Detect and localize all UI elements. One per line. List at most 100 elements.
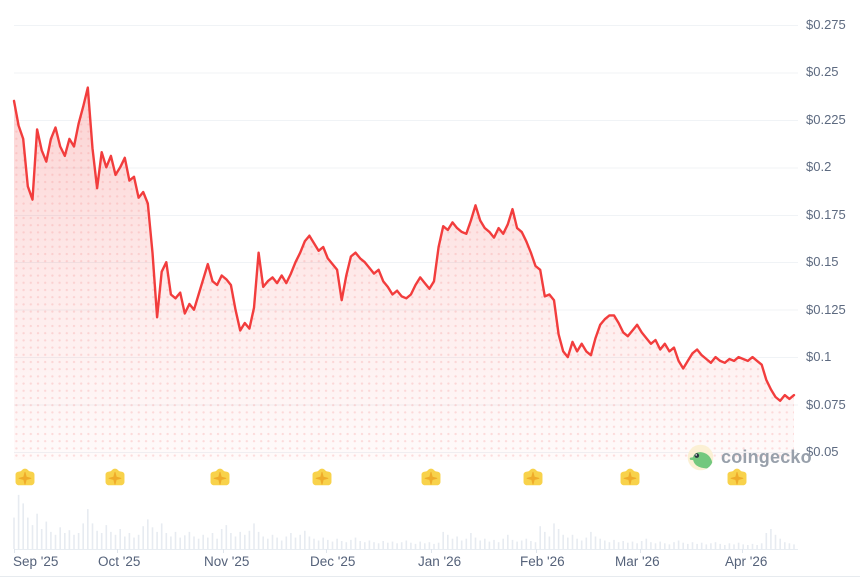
volume-bar [433,543,435,549]
volume-bar [654,543,657,549]
volume-bar [544,531,546,549]
volume-bar [562,534,564,550]
volume-bar [151,527,154,549]
volume-bar [428,542,431,549]
volume-bar [631,541,634,549]
volume-bar [368,540,371,549]
event-badge[interactable] [210,468,230,486]
volume-bar [659,541,661,549]
volume-bar [756,545,758,549]
volume-bar [774,534,777,550]
volume-bar [308,536,311,549]
volume-bar [668,544,671,549]
volume-bar [451,538,454,549]
volume-bar [354,537,357,549]
volume-bar [147,519,149,549]
event-badge[interactable] [523,468,543,486]
volume-bar [160,523,163,550]
volume-bar [410,542,412,549]
event-badge[interactable] [727,468,747,486]
volume-bar [557,529,560,549]
sparkle-star-icon [730,471,744,485]
volume-bar [262,536,264,549]
volume-bar [456,536,458,549]
volume-bar [234,536,237,549]
y-axis-label: $0.225 [806,111,846,127]
volume-bar [179,537,181,549]
volume-bar [673,542,675,549]
volume-bar [627,542,629,549]
volume-bar [299,534,301,550]
event-badge[interactable] [312,468,332,486]
volume-bar [553,523,555,550]
volume-bar [567,537,569,549]
x-axis-label: Sep '25 [13,554,59,569]
volume-bar [604,540,606,549]
volume-bar [50,531,52,549]
volume-bar [502,538,504,549]
volume-bar [770,529,772,549]
volume-bar [784,542,786,549]
coingecko-wordmark: coingecko [721,447,812,467]
volume-bar [640,541,643,549]
sparkle-star-icon [18,471,32,485]
x-axis-label: Mar '26 [615,554,660,569]
volume-bar [530,541,532,549]
volume-bar [165,533,168,549]
volume-bar [788,543,791,549]
volume-bar [382,541,384,549]
volume-bar [645,538,648,549]
event-badge[interactable] [105,468,125,486]
y-axis-label: $0.25 [806,64,839,80]
volume-bar [714,542,717,549]
volume-bar [267,538,269,549]
volume-bar [728,543,731,549]
volume-bar [387,542,389,549]
volume-bar [516,541,518,549]
event-badge[interactable] [421,468,441,486]
volume-bar [345,542,348,549]
event-badge[interactable] [15,468,35,486]
volume-bar [437,542,440,549]
volume-bar [336,538,338,549]
volume-bar [511,539,514,549]
volume-bar [747,545,749,549]
volume-bar [650,542,652,549]
volume-bar [373,542,375,549]
volume-bar [73,534,75,550]
volume-bar [91,523,94,550]
volume-bar [197,538,200,549]
volume-bar [22,503,24,549]
y-axis-label: $0.125 [806,301,846,317]
volume-bar [100,533,103,549]
volume-bar [137,534,140,550]
volume-bar [96,530,98,549]
volume-bar [576,538,578,549]
volume-bar [54,534,57,550]
volume-bars [13,494,795,550]
volume-bar [548,536,551,549]
price-line-series [12,86,796,402]
volume-bar [253,523,255,550]
x-axis-label: Feb '26 [520,554,565,569]
volume-bar [68,530,71,549]
volume-bar [525,538,528,549]
volume-bar [128,533,131,549]
volume-bar [724,545,726,549]
volume-bar [105,525,108,549]
volume-bar [733,544,735,549]
volume-bar [59,527,61,549]
volume-bar [13,517,15,549]
volume-bar [45,521,48,549]
y-axis-label: $0.175 [806,206,846,222]
volume-bar [474,537,477,549]
volume-bar [507,534,509,550]
volume-bar [442,531,444,549]
volume-bar [340,541,343,549]
volume-bar [737,542,740,549]
sparkle-star-icon [108,471,122,485]
event-badge[interactable] [620,468,640,486]
section-divider [0,576,860,577]
volume-bar [700,542,703,549]
